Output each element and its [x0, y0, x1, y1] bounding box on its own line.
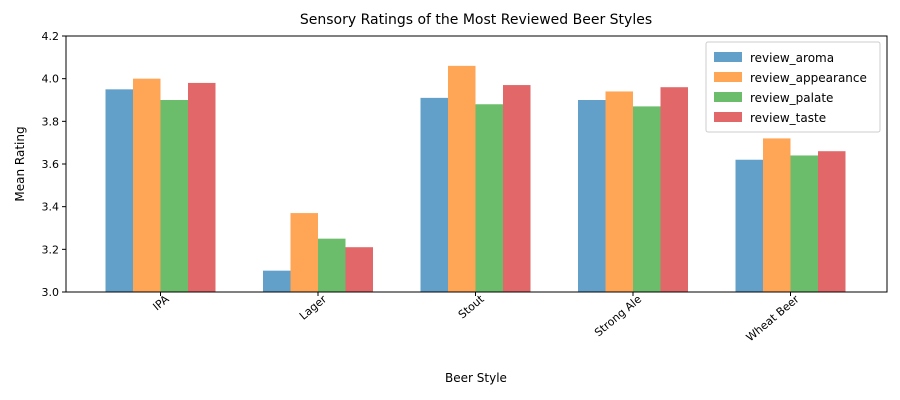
bar-stout-review-aroma — [420, 97, 448, 292]
x-tick-label: Stout — [456, 292, 487, 321]
bar-strong-ale-review-aroma — [578, 100, 606, 292]
bar-lager-review-taste — [345, 247, 373, 292]
bar-ipa-review-aroma — [105, 89, 133, 292]
x-tick-label: IPA — [150, 292, 172, 313]
y-axis: 3.0 3.2 3.4 3.6 3.8 4.0 4.2 — [42, 30, 66, 299]
bar-wheat-beer-review-appearance — [763, 138, 791, 292]
x-tick-label: Lager — [297, 292, 330, 322]
bar-stout-review-taste — [503, 85, 531, 292]
legend-swatch-review-appearance — [714, 72, 742, 82]
bar-ipa-review-palate — [160, 100, 188, 292]
y-axis-label: Mean Rating — [13, 126, 27, 201]
bar-stout-review-palate — [475, 104, 503, 293]
x-tick-label: Strong Ale — [592, 292, 644, 339]
y-tick-label: 3.8 — [42, 115, 60, 128]
chart-title: Sensory Ratings of the Most Reviewed Bee… — [300, 12, 652, 28]
bar-ipa-review-appearance — [133, 78, 161, 293]
x-axis-label: Beer Style — [445, 371, 507, 385]
bar-strong-ale-review-taste — [660, 87, 688, 292]
x-axis: IPA Lager Stout Strong Ale Wheat Beer — [150, 292, 802, 344]
y-tick-label: 3.0 — [42, 286, 60, 299]
bar-stout-review-appearance — [448, 65, 476, 292]
legend-label-review-aroma: review_aroma — [750, 51, 834, 65]
y-tick-label: 3.4 — [42, 201, 60, 214]
bar-lager-review-appearance — [290, 213, 318, 292]
bar-strong-ale-review-palate — [633, 106, 661, 293]
bar-strong-ale-review-appearance — [605, 91, 633, 292]
bars-group — [105, 65, 846, 293]
legend-swatch-review-aroma — [714, 52, 742, 62]
legend-label-review-taste: review_taste — [750, 111, 826, 125]
y-tick-label: 4.2 — [42, 30, 60, 43]
legend-swatch-review-taste — [714, 112, 742, 122]
legend-swatch-review-palate — [714, 92, 742, 102]
bar-wheat-beer-review-taste — [818, 151, 846, 292]
legend: review_aroma review_appearance review_pala… — [705, 41, 881, 133]
bar-lager-review-palate — [318, 238, 346, 292]
bar-ipa-review-taste — [188, 82, 216, 292]
y-tick-label: 4.0 — [42, 73, 60, 86]
bar-lager-review-aroma — [263, 270, 291, 292]
legend-label-review-palate: review_palate — [750, 91, 833, 105]
y-tick-label: 3.6 — [42, 158, 60, 171]
legend-box — [705, 41, 881, 133]
y-tick-label: 3.2 — [42, 243, 60, 256]
bar-wheat-beer-review-aroma — [735, 159, 763, 292]
legend-label-review-appearance: review_appearance — [750, 71, 867, 85]
x-tick-label: Wheat Beer — [744, 292, 802, 344]
bar-wheat-beer-review-palate — [790, 155, 818, 292]
